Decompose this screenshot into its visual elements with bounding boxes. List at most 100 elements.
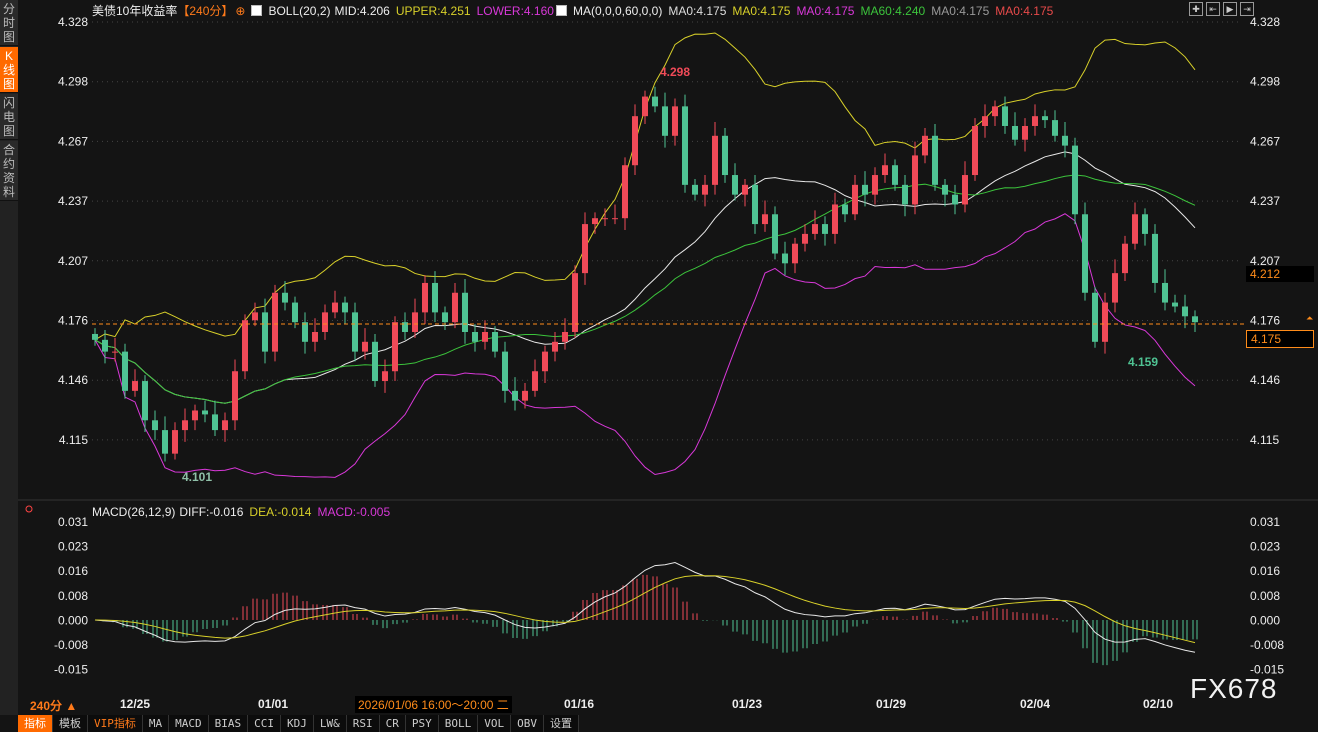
period-select[interactable]: 240分 ▲ bbox=[30, 699, 78, 713]
candle-body bbox=[1052, 120, 1058, 136]
x-tick: 12/25 bbox=[120, 697, 150, 711]
diff-line bbox=[94, 562, 1196, 653]
candle-body bbox=[212, 414, 218, 431]
candle-body bbox=[852, 184, 858, 215]
candle-body bbox=[782, 253, 788, 264]
sidebar-tab-3[interactable]: 合约资料 bbox=[0, 141, 18, 201]
toolbar-macd[interactable]: MACD bbox=[169, 715, 209, 732]
y-tick-right: 4.115 bbox=[1250, 433, 1279, 447]
ma60-line bbox=[94, 174, 1196, 404]
y-tick-right: 4.146 bbox=[1250, 373, 1280, 387]
toolbar-cr[interactable]: CR bbox=[380, 715, 406, 732]
candle-body bbox=[892, 165, 898, 185]
sidebar-tab-1[interactable]: K线图 bbox=[0, 47, 18, 93]
toolbar-设置[interactable]: 设置 bbox=[544, 715, 579, 732]
candle-body bbox=[802, 233, 808, 244]
y-tick-right: 4.298 bbox=[1250, 75, 1280, 89]
toolbar-kdj[interactable]: KDJ bbox=[281, 715, 314, 732]
candle-body bbox=[872, 175, 878, 195]
candle-body bbox=[342, 302, 348, 313]
boll-upper-line bbox=[94, 32, 1196, 341]
toolbar-模板[interactable]: 模板 bbox=[53, 715, 88, 732]
candle-body bbox=[432, 282, 438, 313]
ma-value: MA0:4.175 bbox=[732, 4, 791, 18]
toolbar-vol[interactable]: VOL bbox=[478, 715, 512, 732]
candle-body bbox=[962, 175, 968, 205]
period-label: 【240分】 bbox=[177, 4, 234, 18]
candle-body bbox=[132, 381, 138, 391]
zoom-out-icon[interactable]: ▶ bbox=[1223, 2, 1237, 16]
macd-legend: MACD(26,12,9) DIFF:-0.016 DEA:-0.014 MACD:-… bbox=[92, 505, 396, 519]
candle-body bbox=[302, 322, 308, 342]
candle-body bbox=[702, 184, 708, 195]
sidebar-tab-0[interactable]: 分时图 bbox=[0, 0, 18, 46]
candle-body bbox=[592, 218, 598, 225]
x-tick: 02/10 bbox=[1143, 697, 1173, 711]
macd-tick-right: -0.008 bbox=[1250, 638, 1284, 652]
ma-value: MA0:4.175 bbox=[668, 4, 727, 18]
y-tick-left: 4.115 bbox=[59, 433, 88, 447]
boll-mid-line bbox=[94, 151, 1196, 404]
toolbar-vip指标[interactable]: VIP指标 bbox=[88, 715, 143, 732]
candle-body bbox=[562, 331, 568, 342]
candle-body bbox=[162, 430, 168, 454]
candle-body bbox=[742, 184, 748, 195]
candle-body bbox=[862, 184, 868, 195]
candle-body bbox=[1002, 106, 1008, 126]
goto-latest-icon[interactable]: ⇥ bbox=[1240, 2, 1254, 16]
toolbar-boll[interactable]: BOLL bbox=[439, 715, 479, 732]
candle-body bbox=[542, 351, 548, 372]
toolbar-bias[interactable]: BIAS bbox=[209, 715, 249, 732]
toolbar-ma[interactable]: MA bbox=[143, 715, 170, 732]
chart-area[interactable]: 4.328 4.328 4.298 4.298 4.267 4.267 4.237 4.237… bbox=[0, 0, 1318, 715]
macd-tick-right: -0.015 bbox=[1250, 663, 1284, 677]
candle-body bbox=[932, 135, 938, 185]
candle-body bbox=[462, 292, 468, 332]
candle-body bbox=[492, 331, 498, 352]
macd-tick-right: 0.000 bbox=[1250, 613, 1280, 627]
y-tick-right: 4.328 bbox=[1250, 15, 1280, 29]
macd-tick-right: 0.008 bbox=[1250, 589, 1280, 603]
settings-icon[interactable]: ⊕ bbox=[235, 4, 246, 18]
toolbar-cci[interactable]: CCI bbox=[248, 715, 281, 732]
x-tick: 01/29 bbox=[876, 697, 906, 711]
macd-tick-left: 0.000 bbox=[58, 613, 88, 627]
indicator-icon bbox=[251, 5, 263, 16]
candle-body bbox=[992, 106, 998, 117]
macd-tick-right: 0.023 bbox=[1250, 540, 1280, 554]
macd-dea: DEA:-0.014 bbox=[249, 505, 312, 519]
candle-body bbox=[292, 302, 298, 323]
candle-body bbox=[722, 135, 728, 176]
candle-body bbox=[532, 371, 538, 391]
macd-tick-left: 0.008 bbox=[58, 589, 88, 603]
y-tick-right: 4.237 bbox=[1250, 194, 1280, 208]
macd-tick-right: 0.016 bbox=[1250, 564, 1280, 578]
toolbar-psy[interactable]: PSY bbox=[406, 715, 439, 732]
macd-tick-left: 0.023 bbox=[58, 540, 88, 554]
toolbar-指标[interactable]: 指标 bbox=[18, 715, 53, 732]
candle-body bbox=[332, 302, 338, 313]
candle-body bbox=[1082, 214, 1088, 293]
macd-value: MACD:-0.005 bbox=[317, 505, 391, 519]
crosshair-icon[interactable]: ✚ bbox=[1189, 2, 1203, 16]
chart-svg[interactable]: 4.328 4.328 4.298 4.298 4.267 4.267 4.237 4.237… bbox=[0, 0, 1318, 715]
toolbar-obv[interactable]: OBV bbox=[511, 715, 544, 732]
sidebar-tab-2[interactable]: 闪电图 bbox=[0, 94, 18, 140]
candle-body bbox=[522, 390, 528, 401]
x-tick: 01/16 bbox=[564, 697, 594, 711]
candle-body bbox=[1012, 125, 1018, 140]
ma-value: MA60:4.240 bbox=[860, 4, 926, 18]
candle-body bbox=[912, 155, 918, 205]
macd-tick-left: -0.008 bbox=[54, 638, 88, 652]
x-tick: 01/01 bbox=[258, 697, 288, 711]
scroll-up-icon[interactable]: ⏶ bbox=[1306, 313, 1314, 323]
candle-body bbox=[732, 175, 738, 195]
macd-tick-left: -0.015 bbox=[54, 663, 88, 677]
toolbar-rsi[interactable]: RSI bbox=[347, 715, 380, 732]
candle-body bbox=[442, 312, 448, 323]
candle-body bbox=[1022, 125, 1028, 140]
zoom-in-icon[interactable]: ⇤ bbox=[1206, 2, 1220, 16]
candle-body bbox=[652, 96, 658, 107]
toolbar-lw&[interactable]: LW& bbox=[314, 715, 347, 732]
indicator-icon bbox=[555, 5, 567, 16]
